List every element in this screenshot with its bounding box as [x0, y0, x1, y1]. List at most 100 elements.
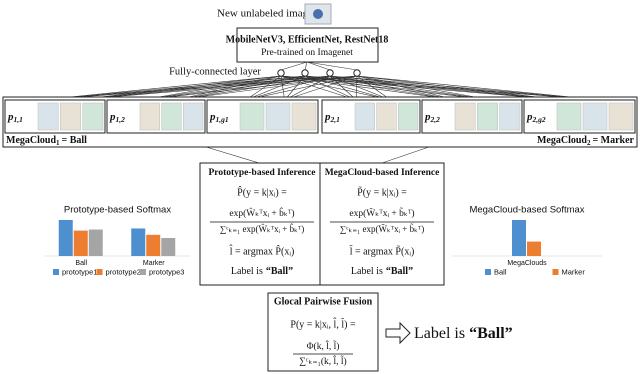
fc-label: Fully-connected layer — [169, 66, 261, 77]
inference-argmax: l̂ = argmax P̂(xᵢ) — [229, 244, 294, 257]
inference-lhs: P̃(y = k|xᵢ) = — [357, 185, 407, 198]
prototype-subscript: 1,2 — [116, 115, 126, 124]
megacloud-name: MegaCloud — [537, 135, 587, 146]
wire — [304, 61, 308, 71]
category-label: Ball — [75, 260, 87, 267]
prototype-symbol: p — [7, 111, 14, 123]
wire — [329, 75, 391, 101]
prototype-image — [291, 102, 317, 131]
megacloud-sub: 1 — [56, 139, 60, 147]
wire — [245, 75, 282, 101]
prototype-label: p2,g2 — [526, 111, 546, 124]
wire — [280, 61, 308, 71]
megacloud-sub: 2 — [587, 139, 591, 147]
backbone-box — [236, 27, 379, 63]
wire — [39, 75, 331, 101]
category-label: MegaClouds — [507, 260, 547, 267]
wire — [329, 75, 458, 101]
prototype-image — [82, 102, 104, 131]
prototype-label: p2,1 — [324, 111, 340, 124]
prototype-image — [376, 102, 397, 131]
prototype-subscript: 2,1 — [330, 115, 340, 124]
prototype-group: p1,1 p1,2 p1,g1 p2,1 p2,2 p2,g2 — [4, 99, 636, 134]
inference-numerator: exp(W̃ₖᵀxᵢ + b̃ₖᵀ) — [349, 206, 414, 219]
prototype-image — [398, 102, 419, 131]
chart-title: MegaCloud-based Softmax — [469, 205, 584, 216]
prototype-image — [608, 102, 634, 131]
inference-argmax: l̃ = argmax P̃(xᵢ) — [349, 244, 414, 257]
backbone-pretrained: Pre-trained on Imagenet — [261, 48, 353, 58]
wire — [304, 75, 493, 101]
wire — [356, 75, 602, 101]
bar — [58, 220, 73, 256]
legend-label: prototype2 — [106, 267, 141, 276]
wire — [74, 75, 358, 101]
bar — [527, 241, 541, 256]
wire — [245, 75, 358, 101]
fc-node — [353, 69, 361, 77]
prototype-subscript: 2,g2 — [532, 115, 546, 124]
wire — [39, 75, 358, 101]
inference-box — [319, 162, 445, 286]
legend-swatch — [53, 269, 59, 275]
prototype-image — [60, 102, 81, 131]
final-value: “Ball” — [469, 325, 513, 342]
wire — [141, 75, 331, 101]
wire — [280, 75, 357, 101]
wire — [304, 75, 563, 101]
legend-label: prototype1 — [62, 267, 97, 276]
prototype-image — [37, 102, 59, 131]
prototype-subscript: 1,1 — [14, 115, 23, 124]
wire — [74, 75, 331, 101]
fusion-lhs: P(y = k|xᵢ, l̂, l̃) = — [290, 317, 356, 330]
megacloud-2: MegaCloud2 = Marker — [537, 135, 635, 146]
backbone-models: MobileNetV3, EfficientNet, RestNet18 — [226, 34, 389, 45]
megacloud-label: = Ball — [62, 135, 88, 146]
inference-title: MegaCloud-based Inference — [325, 168, 440, 178]
bar — [131, 228, 146, 256]
prototype-symbol: p — [526, 111, 533, 123]
prototype-label: p1,2 — [109, 111, 125, 124]
prototype-image — [499, 102, 521, 131]
inference-denominator: ∑ᶜₖ₌₁ exp(W̃ₖᵀxᵢ + b̃ₖᵀ) — [340, 224, 424, 234]
final-label: Label is “Ball” — [414, 325, 513, 342]
wire — [304, 75, 357, 101]
wire — [304, 75, 458, 101]
wire — [356, 75, 458, 101]
prototype-symbol: p — [109, 111, 116, 123]
input-image-ball — [313, 9, 323, 19]
inference-numerator: exp(Ŵₖᵀxᵢ + b̂ₖᵀ) — [229, 206, 294, 219]
wire — [356, 75, 563, 101]
prototype-symbol: p — [424, 111, 431, 123]
chart-title: Prototype-based Softmax — [64, 205, 171, 216]
category-label: Marker — [143, 260, 165, 267]
inference-lhs: P̂(y = k|xᵢ) = — [237, 185, 287, 198]
legend-swatch — [140, 269, 146, 275]
prototype-symbol: p — [209, 111, 216, 123]
bar — [73, 230, 88, 256]
megacloud-1: MegaCloud1 = Ball — [6, 135, 87, 146]
prototype-symbol: p — [324, 111, 331, 123]
wire — [329, 75, 602, 101]
fusion-box — [267, 292, 379, 372]
wire — [306, 61, 358, 71]
prototype-label: p1,1 — [7, 111, 23, 124]
legend-swatch — [96, 269, 103, 275]
fusion-title: Glocal Pairwise Fusion — [274, 296, 373, 307]
wire — [141, 75, 358, 101]
inference-title: Prototype-based Inference — [208, 168, 315, 178]
prototype-image — [139, 102, 160, 131]
result-value: “Ball” — [266, 266, 293, 277]
megacloud-label: = Marker — [592, 135, 634, 146]
wire — [356, 75, 493, 101]
wire — [284, 75, 358, 101]
inference-box — [199, 162, 325, 286]
prototype-image — [239, 102, 265, 131]
legend-label: prototype3 — [149, 267, 184, 276]
fc-node — [301, 69, 309, 77]
prototype-image — [556, 102, 582, 131]
result-arrow — [385, 321, 411, 345]
bar — [161, 238, 176, 256]
inference-result: Label is “Ball” — [231, 266, 293, 277]
